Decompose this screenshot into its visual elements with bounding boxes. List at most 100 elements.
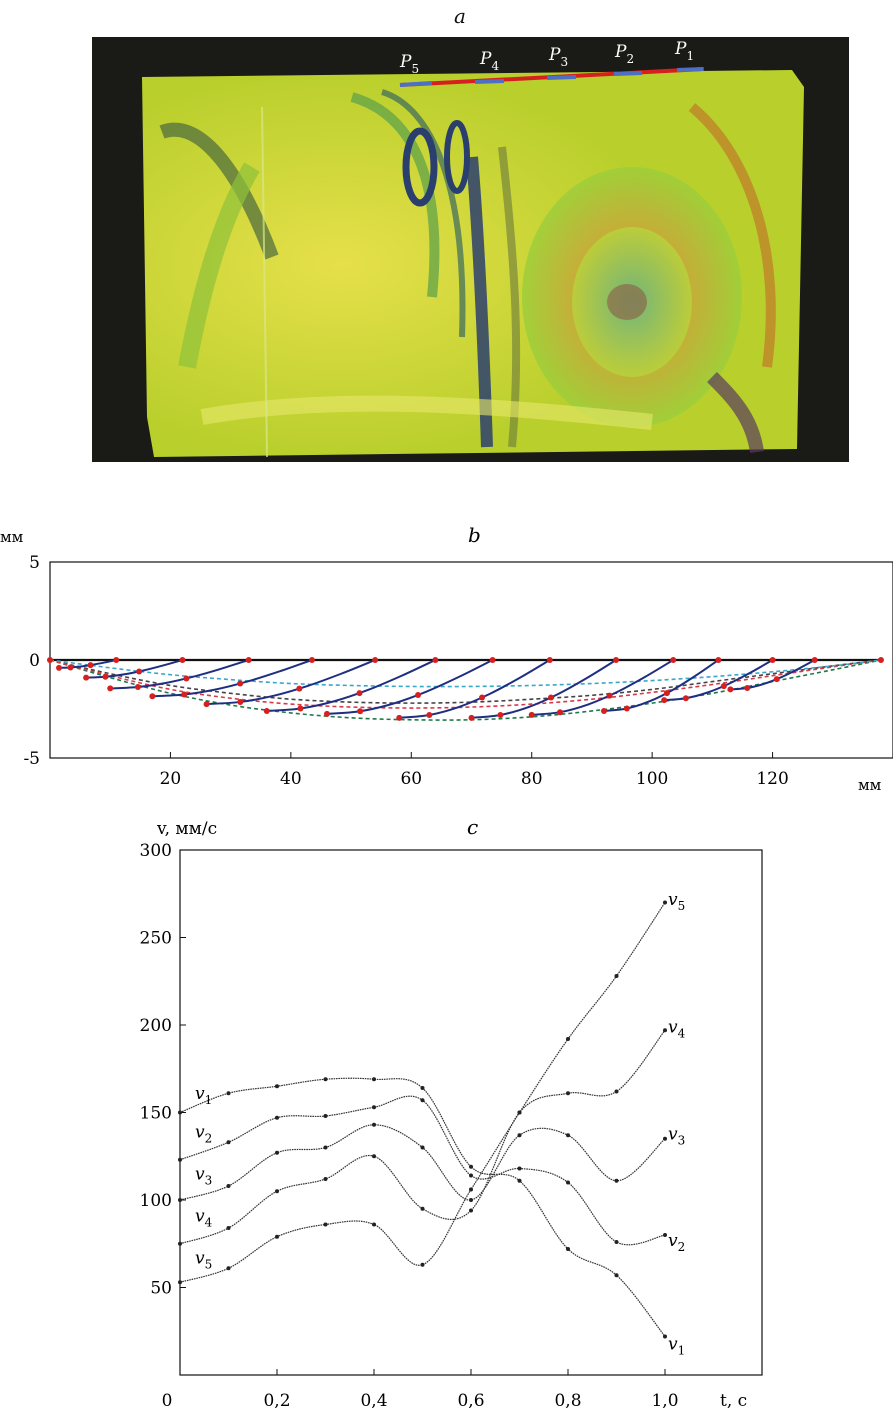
chart-b-xlabel: мм	[858, 776, 882, 794]
series-line-v5	[179, 902, 666, 1283]
series-point	[323, 1077, 328, 1082]
chart-b-point	[372, 657, 379, 663]
marker-p2: P2	[614, 42, 634, 66]
chart-b-ytick: 5	[29, 553, 40, 573]
chart-b-point	[720, 683, 727, 690]
series-point	[614, 1273, 619, 1278]
series-point	[517, 1178, 522, 1183]
series-left-label: v3	[195, 1165, 212, 1188]
chart-b-trajectory	[326, 659, 494, 715]
series-point	[275, 1150, 279, 1155]
series-line-v2	[179, 1095, 666, 1246]
chart-b-xtick: 120	[756, 769, 788, 789]
chart-b-point	[237, 698, 244, 705]
chart-c-ylabel: v, мм/с	[156, 819, 217, 839]
series-right-label: v1	[668, 1334, 685, 1357]
chart-b-point	[83, 674, 90, 681]
series-left-label: v2	[195, 1123, 212, 1146]
series-line-v1	[179, 1077, 666, 1337]
series-point	[469, 1208, 473, 1213]
chart-b-point	[134, 684, 141, 691]
series-point	[517, 1166, 522, 1171]
chart-b-point	[606, 692, 613, 699]
chart-b-point	[113, 657, 120, 663]
series-point	[323, 1222, 328, 1227]
series-point	[275, 1234, 279, 1239]
series-point	[275, 1084, 279, 1089]
chart-b-point	[623, 705, 630, 712]
series-left-label: v4	[195, 1207, 213, 1230]
chart-b-point	[426, 711, 433, 718]
series-point	[226, 1184, 231, 1188]
series-point	[372, 1222, 376, 1227]
chart-b-point	[308, 657, 315, 663]
chart-c-xlabel: t, с	[720, 1391, 747, 1411]
series-right-label: v4	[668, 1018, 686, 1041]
chart-b-point	[357, 708, 364, 715]
chart-b-point	[432, 657, 439, 663]
series-point	[469, 1198, 473, 1202]
chart-b-point	[263, 707, 270, 714]
chart-b-ytick: -5	[23, 749, 40, 769]
series-point	[614, 1178, 619, 1183]
series-point	[275, 1189, 279, 1194]
series-point	[663, 900, 667, 905]
series-left-label: v5	[195, 1249, 212, 1272]
series-point	[663, 1233, 667, 1237]
chart-b-point	[661, 697, 668, 704]
series-right-label: v2	[668, 1231, 685, 1254]
chart-b-xtick: 60	[400, 769, 422, 789]
chart-b-point	[546, 657, 553, 663]
series-point	[323, 1114, 328, 1118]
chart-b-point	[245, 657, 252, 663]
series-point	[226, 1140, 231, 1145]
series-point	[517, 1133, 522, 1138]
series-point	[517, 1110, 522, 1115]
series-point	[566, 1091, 570, 1096]
chart-c-frame	[179, 849, 763, 1376]
chart-b-point	[203, 701, 210, 708]
chart-b-point	[773, 676, 780, 683]
chart-b-point	[296, 685, 303, 692]
chart-b-point	[670, 657, 677, 663]
chart-b-point	[297, 705, 304, 712]
chart-c-xtick: 0,4	[360, 1391, 387, 1411]
chart-b-point	[47, 657, 53, 663]
chart-b-point	[183, 675, 190, 682]
series-point	[420, 1145, 425, 1150]
chart-b-trajectory	[471, 659, 617, 719]
chart-c-xtick: 1,0	[651, 1391, 678, 1411]
chart-b-point	[811, 657, 818, 663]
chart-b-xtick: 20	[160, 769, 182, 789]
chart-b-point	[528, 711, 535, 718]
series-point	[420, 1206, 425, 1211]
chart-c-xtick: 0,2	[263, 1391, 290, 1411]
chart-b-envelope-curve	[49, 659, 882, 688]
chart-b-point	[356, 690, 363, 697]
chart-c-ytick: 200	[140, 1016, 172, 1036]
series-point	[566, 1037, 570, 1041]
series-point	[420, 1098, 425, 1103]
series-point	[372, 1077, 376, 1082]
chart-b-xtick: 100	[636, 769, 668, 789]
chart-b-point	[237, 680, 244, 687]
chart-b-point	[547, 694, 554, 701]
chart-b-ylabel: мм	[0, 528, 24, 546]
series-point	[614, 1240, 619, 1244]
series-point	[566, 1247, 570, 1251]
series-point	[178, 1280, 182, 1285]
series-point	[226, 1266, 231, 1271]
chart-b-point	[396, 714, 403, 721]
chart-b-point	[600, 707, 607, 714]
chart-c-xtick: 0	[162, 1391, 173, 1411]
chart-c-ytick: 150	[140, 1104, 172, 1124]
series-point	[275, 1115, 279, 1120]
chart-b-point	[479, 694, 486, 701]
chart-b-point	[56, 664, 63, 671]
series-point	[178, 1241, 182, 1246]
chart-b-point	[497, 711, 504, 718]
marker-p1: P1	[674, 39, 694, 63]
series-point	[614, 974, 619, 978]
chart-b-point	[682, 695, 689, 702]
chart-b-point	[181, 691, 188, 698]
